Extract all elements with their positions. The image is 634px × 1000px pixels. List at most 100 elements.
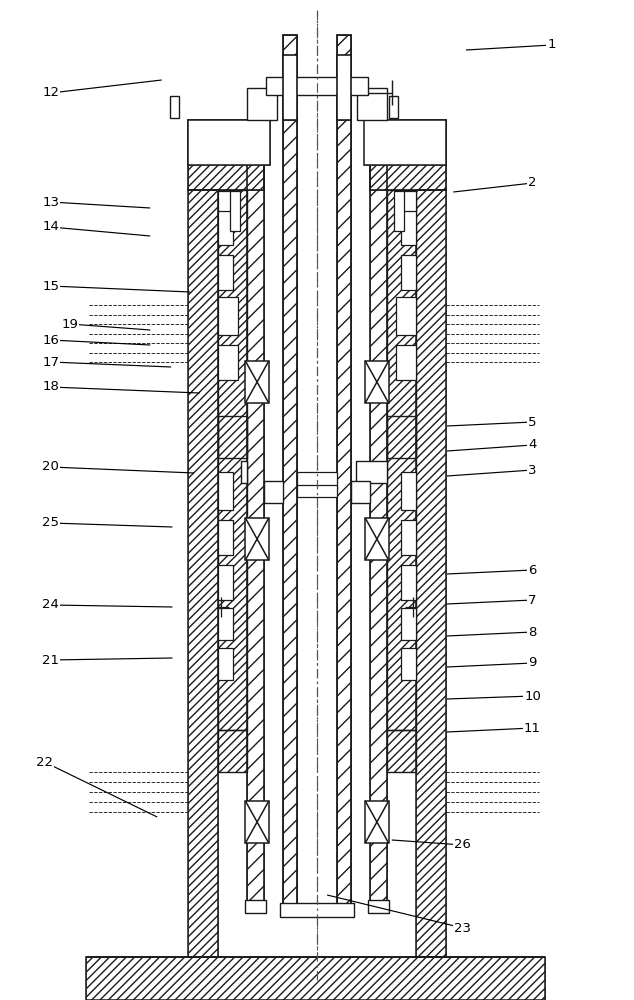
Text: 14: 14 (42, 221, 59, 233)
Bar (218, 416, 247, 458)
Bar (247, 88, 276, 120)
Text: 18: 18 (42, 380, 59, 393)
Bar (188, 120, 264, 190)
Bar (401, 648, 416, 680)
Text: 26: 26 (455, 838, 471, 852)
Bar (364, 120, 446, 165)
Bar (337, 35, 351, 915)
Bar (230, 191, 240, 231)
Bar (188, 120, 264, 190)
Bar (245, 900, 266, 913)
Bar (218, 565, 233, 600)
Text: 6: 6 (528, 564, 537, 576)
Bar (370, 120, 446, 190)
Bar (401, 205, 416, 245)
Text: 10: 10 (524, 690, 541, 702)
Bar (218, 255, 233, 290)
Bar (401, 472, 416, 510)
Text: 9: 9 (528, 656, 537, 670)
Bar (401, 565, 416, 600)
Bar (218, 472, 233, 510)
Text: 23: 23 (455, 922, 471, 934)
Bar (218, 190, 247, 730)
Bar (356, 461, 387, 483)
Bar (416, 190, 446, 957)
Bar (188, 190, 218, 957)
Bar (401, 608, 416, 640)
Bar (218, 416, 247, 458)
Bar (264, 481, 283, 503)
Bar (396, 345, 416, 380)
Bar (358, 88, 387, 120)
Bar (389, 96, 398, 118)
Bar (218, 730, 247, 772)
Text: 20: 20 (42, 460, 59, 474)
Bar (416, 190, 446, 957)
Text: 5: 5 (528, 416, 537, 428)
Text: 22: 22 (36, 756, 53, 768)
Text: 8: 8 (528, 626, 537, 639)
Bar (365, 518, 389, 560)
Bar (365, 361, 389, 403)
Bar (218, 648, 233, 680)
Bar (337, 55, 351, 120)
Bar (218, 297, 238, 335)
Text: 1: 1 (547, 38, 556, 51)
Bar (241, 461, 247, 483)
Text: 25: 25 (42, 516, 59, 530)
Text: 19: 19 (61, 318, 78, 330)
Bar (394, 191, 404, 231)
Bar (297, 485, 337, 497)
Text: 24: 24 (42, 598, 59, 611)
Bar (218, 520, 233, 555)
Text: 17: 17 (42, 356, 59, 368)
Bar (247, 120, 264, 910)
Bar (218, 345, 238, 380)
Bar (283, 35, 297, 915)
Bar (337, 35, 351, 915)
Bar (218, 205, 233, 245)
Bar (247, 120, 264, 910)
Text: 4: 4 (528, 438, 537, 452)
Bar (396, 191, 416, 211)
Text: 16: 16 (42, 334, 59, 347)
Bar (245, 801, 269, 843)
Bar (387, 730, 416, 772)
Bar (401, 255, 416, 290)
Bar (266, 77, 368, 95)
Bar (280, 903, 354, 917)
Text: 3: 3 (528, 464, 537, 477)
Text: 21: 21 (42, 654, 59, 666)
Bar (245, 361, 269, 403)
Text: 12: 12 (42, 87, 59, 100)
Text: 13: 13 (42, 196, 59, 209)
Text: 15: 15 (42, 279, 59, 292)
Bar (188, 190, 218, 957)
Bar (218, 191, 238, 211)
Bar (370, 120, 387, 910)
Bar (283, 55, 297, 120)
Bar (218, 608, 233, 640)
Bar (387, 190, 416, 730)
Bar (370, 120, 446, 190)
Bar (297, 472, 337, 490)
Bar (387, 416, 416, 458)
Bar (401, 520, 416, 555)
Bar (188, 120, 270, 165)
Bar (365, 801, 389, 843)
Bar (283, 55, 297, 120)
Bar (387, 730, 416, 772)
Bar (387, 190, 416, 730)
Bar (337, 55, 351, 120)
Bar (370, 120, 387, 910)
Bar (170, 96, 179, 118)
Bar (364, 120, 446, 165)
Bar (396, 297, 416, 335)
Bar (368, 900, 389, 913)
Bar (86, 957, 545, 1000)
Text: 11: 11 (524, 722, 541, 734)
Bar (245, 518, 269, 560)
Text: 2: 2 (528, 176, 537, 190)
Bar (387, 416, 416, 458)
Bar (218, 730, 247, 772)
